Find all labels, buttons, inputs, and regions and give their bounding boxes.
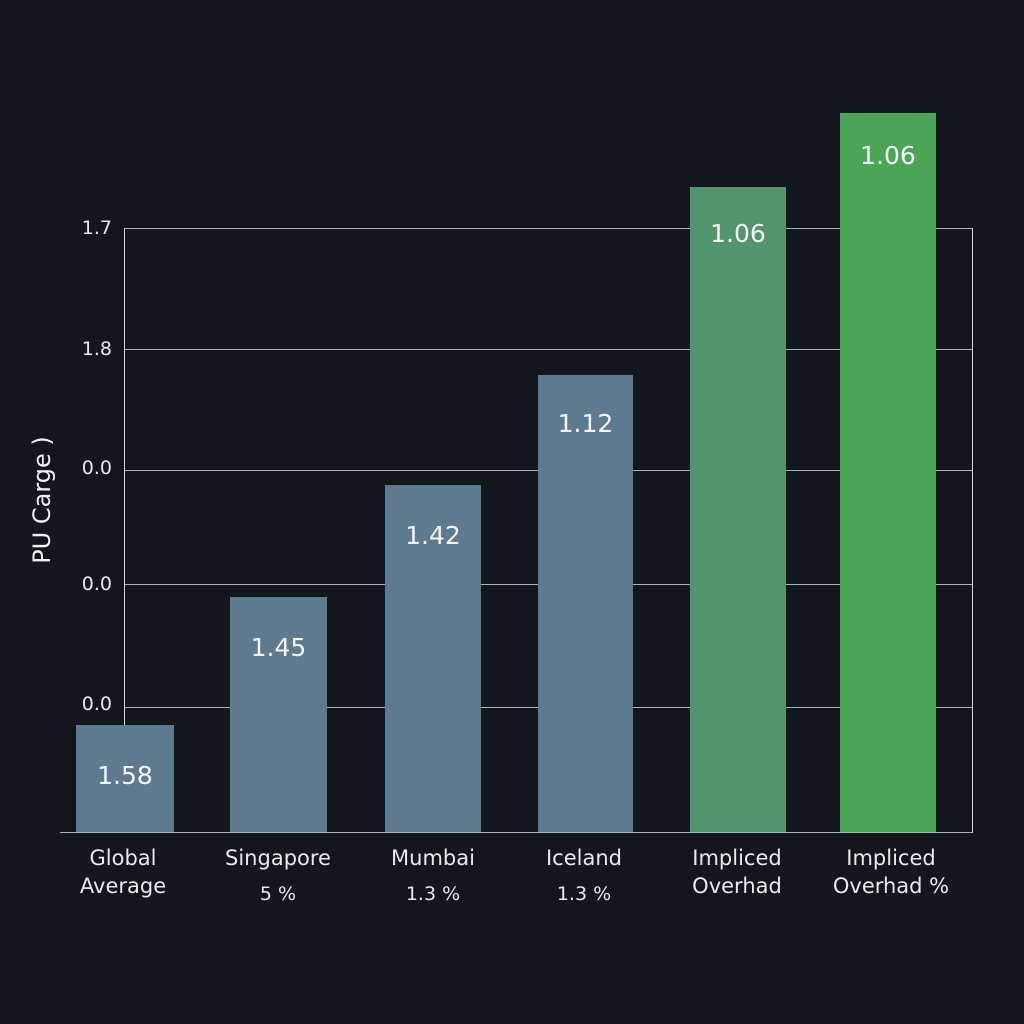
x-label-line1: Iceland: [545, 846, 622, 870]
gridline-2: [124, 349, 972, 350]
gridline-1: [124, 228, 972, 229]
x-label-impliced-overhead-pct: Impliced Overhad %: [806, 844, 976, 900]
bar-iceland: 1.12: [538, 375, 633, 832]
x-axis-baseline: [60, 832, 973, 833]
y-tick-5: 0.0: [81, 693, 112, 715]
bar-global-average: 1.58: [76, 725, 174, 832]
y-axis-label: PU Carge ): [28, 436, 56, 564]
bar-value-label: 1.06: [710, 219, 766, 248]
x-label-iceland: Iceland 1.3 %: [499, 844, 669, 908]
x-label-line1: Impliced: [846, 846, 936, 870]
y-tick-1: 1.7: [81, 217, 112, 239]
bar-value-label: 1.12: [557, 409, 614, 438]
x-label-line1: Impliced: [692, 846, 782, 870]
x-label-line2: Overhad: [692, 874, 782, 898]
y-tick-2: 1.8: [81, 338, 112, 360]
bar-impliced-overhead-pct: 1.06: [840, 113, 936, 832]
bar-value-label: 1.45: [250, 633, 307, 662]
x-label-line1: Mumbai: [391, 846, 475, 870]
x-label-line1: Singapore: [225, 846, 331, 870]
bar-value-label: 1.06: [860, 141, 916, 170]
x-label-line2: Average: [79, 874, 167, 898]
x-label-mumbai: Mumbai 1.3 %: [348, 844, 518, 908]
x-label-singapore: Singapore 5 %: [193, 844, 363, 908]
bar-impliced-overhead: 1.06: [690, 187, 786, 832]
x-label-line2: 5 %: [259, 883, 297, 905]
x-label-line2: 1.3 %: [405, 883, 461, 905]
bar-mumbai: 1.42: [385, 485, 481, 832]
x-label-line2: Overhad %: [832, 874, 950, 898]
right-border: [972, 228, 973, 833]
bar-value-label: 1.42: [405, 521, 461, 550]
bar-singapore: 1.45: [230, 597, 327, 832]
y-tick-3: 0.0: [81, 457, 112, 479]
y-axis-line: [124, 228, 125, 725]
x-label-impliced-overhead: Impliced Overhad: [652, 844, 822, 900]
y-tick-4: 0.0: [81, 573, 112, 595]
x-label-global-average: Global Average: [38, 844, 208, 900]
x-label-line2: 1.3 %: [556, 883, 612, 905]
bar-value-label: 1.58: [97, 761, 153, 790]
x-label-line1: Global: [89, 846, 157, 870]
